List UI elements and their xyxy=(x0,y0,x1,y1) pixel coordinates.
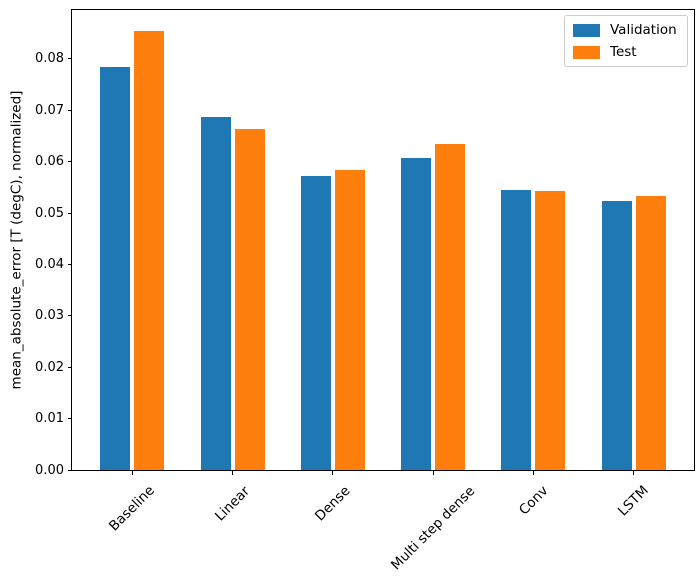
x-tick-label-lstm: LSTM xyxy=(615,482,653,520)
test-series-label: Test xyxy=(610,44,637,60)
bar-validation-linear xyxy=(200,116,231,470)
bar-validation-lstm xyxy=(601,201,632,470)
bar-test-lstm xyxy=(635,196,666,470)
test-series-swatch xyxy=(573,45,600,59)
y-tick xyxy=(68,418,72,420)
y-tick xyxy=(68,263,72,265)
y-tick-label: 0.03 xyxy=(35,308,64,324)
y-axis-label: mean_absolute_error [T (degC), normalize… xyxy=(8,90,24,390)
y-tick xyxy=(68,469,72,471)
legend: Validation Test xyxy=(564,15,688,67)
x-tick xyxy=(432,471,434,475)
x-tick-label-dense: Dense xyxy=(312,482,354,525)
validation-series-label: Validation xyxy=(610,22,677,38)
bar-test-linear xyxy=(234,129,265,470)
y-tick-label: 0.00 xyxy=(35,462,64,478)
plot-area xyxy=(71,9,695,471)
legend-entry-test: Test xyxy=(573,44,677,60)
y-tick xyxy=(68,58,72,60)
bar-validation-dense xyxy=(300,176,331,470)
validation-series-swatch xyxy=(573,23,600,37)
y-tick-label: 0.05 xyxy=(35,205,64,221)
bar-test-dense xyxy=(334,170,365,470)
y-tick-label: 0.02 xyxy=(35,359,64,375)
y-tick xyxy=(68,366,72,368)
x-tick xyxy=(232,471,234,475)
bar-test-baseline xyxy=(134,31,165,470)
x-tick-label-multi-step-dense: Multi step dense xyxy=(388,482,479,574)
x-tick xyxy=(332,471,334,475)
y-tick xyxy=(68,161,72,163)
bar-validation-multi-step-dense xyxy=(401,158,432,470)
y-tick-label: 0.08 xyxy=(35,51,64,67)
x-tick xyxy=(532,471,534,475)
x-tick-label-linear: Linear xyxy=(212,482,254,524)
bar-validation-conv xyxy=(501,189,532,470)
y-tick-label: 0.01 xyxy=(35,411,64,427)
y-tick xyxy=(68,212,72,214)
y-tick xyxy=(68,109,72,111)
y-tick-label: 0.07 xyxy=(35,102,64,118)
y-tick xyxy=(68,315,72,317)
y-tick-label: 0.04 xyxy=(35,256,64,272)
x-tick-label-baseline: Baseline xyxy=(106,482,159,535)
x-tick xyxy=(131,471,133,475)
bar-test-conv xyxy=(535,190,566,470)
legend-entry-validation: Validation xyxy=(573,22,677,38)
bar-validation-baseline xyxy=(100,66,131,470)
y-tick-label: 0.06 xyxy=(35,154,64,170)
x-tick xyxy=(633,471,635,475)
bar-test-multi-step-dense xyxy=(435,144,466,470)
x-tick-label-conv: Conv xyxy=(515,482,552,519)
